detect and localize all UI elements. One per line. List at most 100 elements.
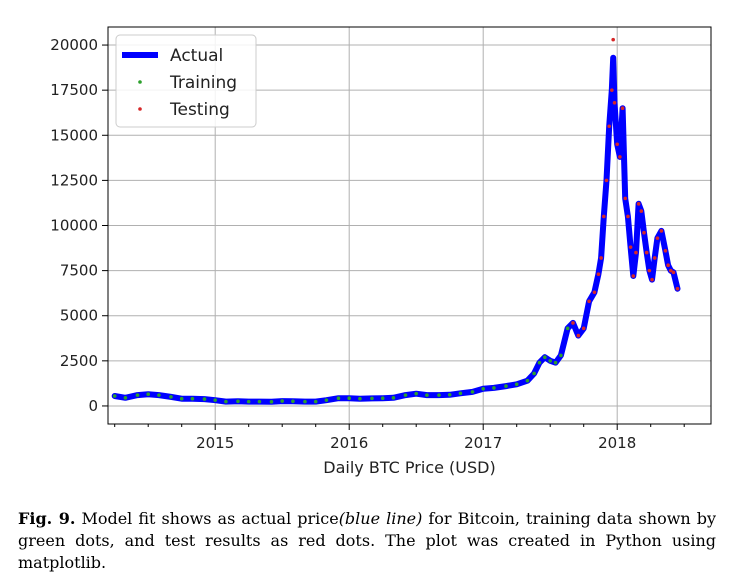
training-data-point [492,386,496,390]
training-data-point [157,393,161,397]
testing-data-point [581,326,586,331]
testing-data-point [604,178,609,183]
legend-actual-label: Actual [170,46,223,66]
training-data-point [336,396,341,400]
caption-text-after: for Bitcoin, training data shown by gree… [18,509,717,572]
testing-data-point [602,214,606,219]
training-data-point [553,360,558,365]
testing-data-point [652,256,657,260]
data-series [111,37,681,405]
testing-data-point [663,248,668,253]
testing-data-point [647,268,652,273]
training-data-point [525,378,530,383]
legend-training-swatch [138,80,142,84]
y-tick-label: 10000 [50,217,98,235]
training-data-point [213,398,217,402]
training-data-point [190,396,195,401]
testing-data-point [644,250,649,255]
training-data-point [169,395,173,399]
training-data-point [370,396,374,401]
legend-testing-label: Testing [169,100,230,120]
testing-data-point [639,209,644,213]
training-data-point [246,399,251,404]
testing-data-point [576,333,581,338]
training-data-point [347,396,352,400]
training-data-point [313,399,318,404]
training-data-point [224,399,228,404]
y-tick-label: 17500 [50,81,98,99]
training-data-point [437,393,441,397]
training-data-point [135,393,140,397]
testing-data-point [626,214,630,219]
training-data-point [414,391,419,396]
legend: Actual Training Testing [115,34,257,128]
training-data-point [324,398,329,402]
y-tick-label: 15000 [50,126,98,144]
training-data-point [179,396,184,401]
testing-data-point [659,229,664,233]
btc-price-chart: 2015 2016 2017 2018 0 2500 5000 7500 10000 12500… [50,26,712,477]
testing-data-point [669,268,673,273]
testing-data-point [611,37,615,42]
testing-data-point [634,250,638,255]
x-tick-label: 2016 [330,434,368,452]
x-tick-label: 2017 [464,434,502,452]
training-data-point [537,360,542,365]
y-tick-label: 2500 [60,352,98,370]
testing-data-point [620,106,625,111]
x-tick-label: 2015 [196,434,234,452]
training-data-point [425,393,429,397]
testing-data-point [628,245,633,249]
legend-testing-swatch [138,107,142,111]
testing-data-point [596,272,601,277]
training-data-point [236,399,240,404]
testing-data-point [666,263,670,268]
testing-data-point [650,277,654,282]
training-data-point [403,393,408,397]
testing-data-point [642,230,646,235]
y-tick-label: 20000 [50,36,98,54]
training-data-point [391,396,396,400]
training-data-point [303,399,307,404]
training-data-point [532,371,536,376]
testing-data-point [655,236,660,240]
training-data-point [146,392,150,397]
testing-data-point [610,88,614,92]
training-data-point [380,396,385,400]
training-data-point [543,355,547,360]
y-axis-ticks: 0 2500 5000 7500 10000 12500 15000 17500 20000 [50,36,108,415]
training-data-point [257,399,262,404]
training-data-point [123,396,128,400]
training-data-point [470,390,475,394]
testing-data-point [618,155,622,159]
training-data-point [559,353,563,358]
testing-data-point [571,321,575,325]
training-data-point [458,391,463,396]
figure-caption: Fig. 9. Model fit shows as actual price(… [18,508,716,574]
training-data-point [269,400,274,404]
training-data-point [565,326,570,331]
training-data-point [447,392,452,397]
training-data-point [514,382,519,387]
training-data-point [202,397,207,401]
y-tick-label: 0 [88,397,98,415]
testing-data-point [671,270,676,275]
actual-price-line [111,54,681,405]
x-axis-ticks: 2015 2016 2017 2018 [114,424,685,452]
caption-text-before: Model fit shows as actual price [75,509,339,528]
y-tick-label: 7500 [60,262,98,280]
testing-data-point [607,124,611,129]
x-tick-label: 2018 [598,434,636,452]
testing-data-point [615,142,619,147]
x-axis-label: Daily BTC Price (USD) [323,458,495,477]
training-data-point [548,359,552,363]
legend-training-label: Training [169,73,237,93]
testing-data-point [587,299,591,304]
training-data-point [291,399,295,404]
training-data-point [504,384,508,388]
training-data-point [112,394,117,398]
training-data-point [280,399,285,403]
testing-data-point [599,256,603,260]
y-tick-label: 12500 [50,171,98,189]
training-data-point [358,396,362,401]
